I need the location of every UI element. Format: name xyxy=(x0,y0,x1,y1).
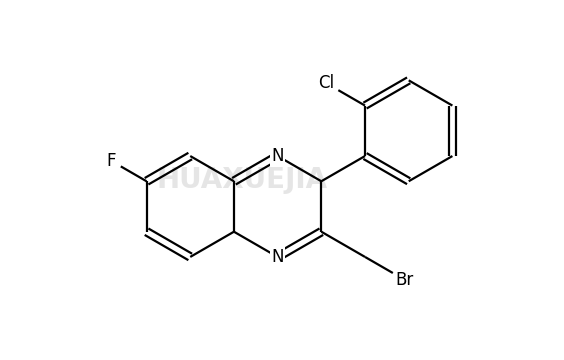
Text: Br: Br xyxy=(395,271,413,289)
Text: Cl: Cl xyxy=(318,74,334,92)
Text: N: N xyxy=(271,147,284,165)
Text: N: N xyxy=(271,248,284,266)
Text: HUAXUEJIA: HUAXUEJIA xyxy=(156,166,328,194)
Text: F: F xyxy=(107,152,116,170)
